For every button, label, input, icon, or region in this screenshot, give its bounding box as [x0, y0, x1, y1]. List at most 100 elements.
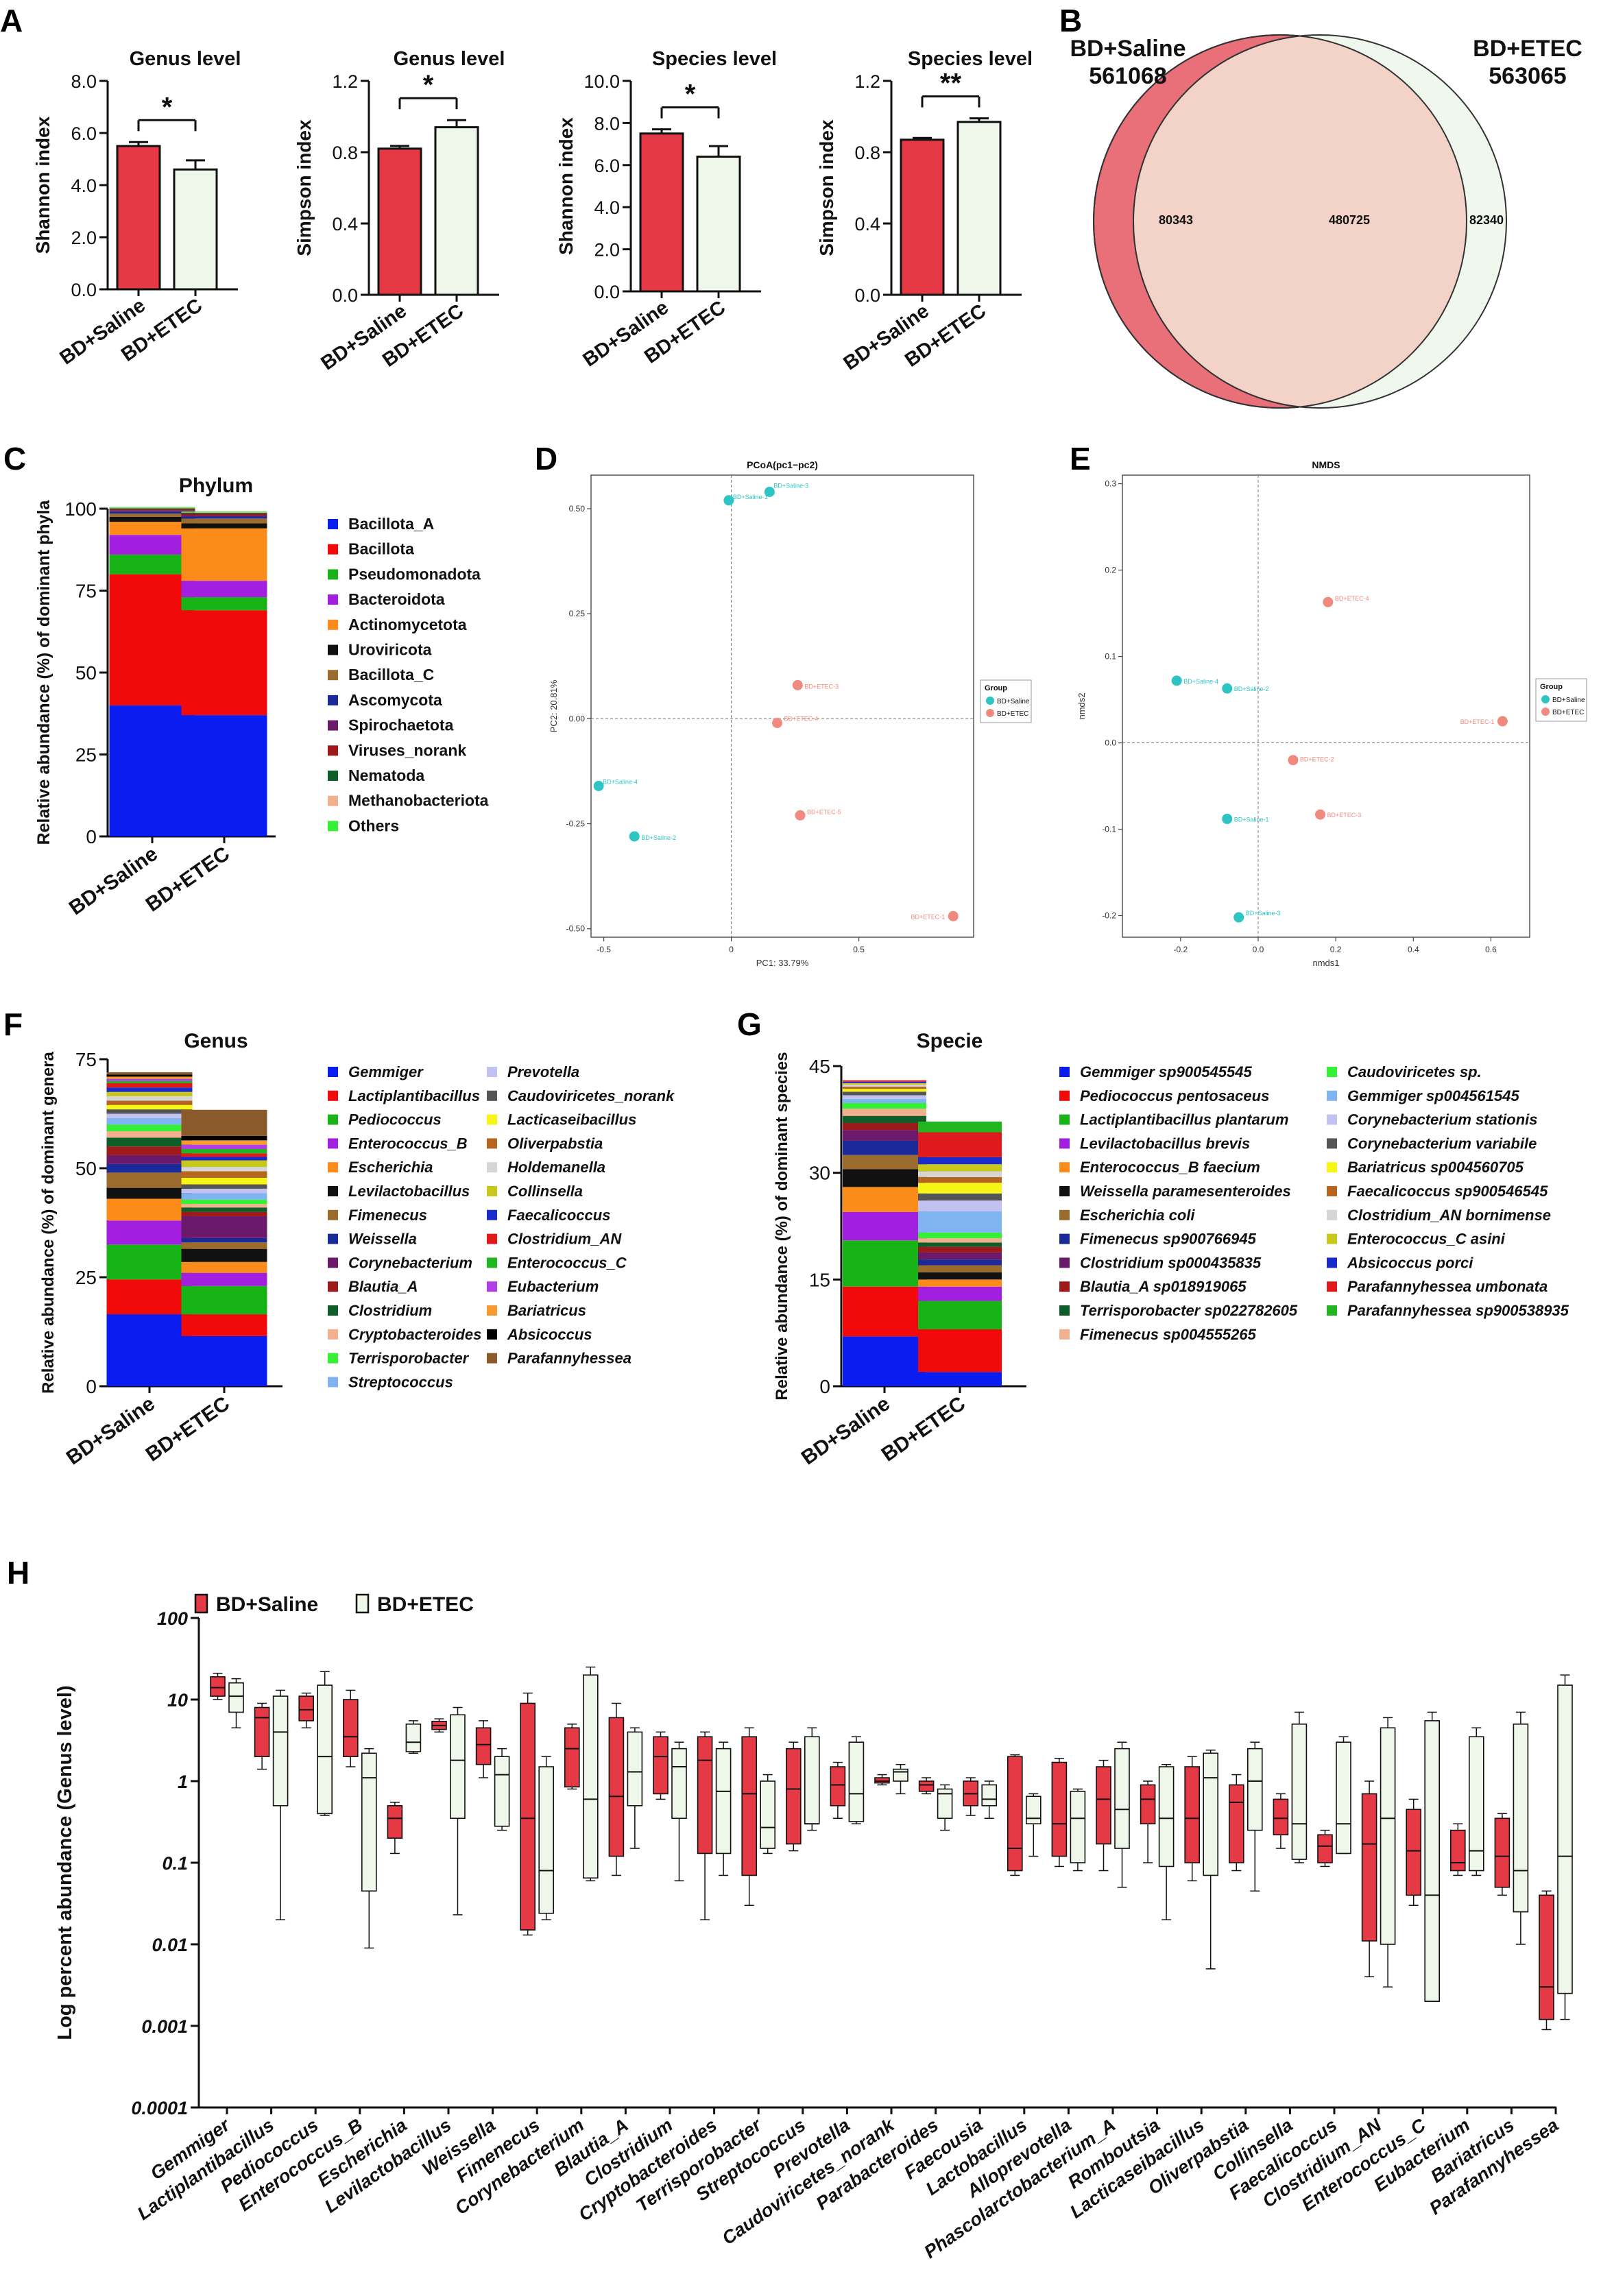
- x-tick-label: BD+ETEC: [142, 1392, 234, 1466]
- box-bd-saline-terrisporobacter: [741, 1736, 757, 1876]
- bar-bd-saline: [900, 138, 945, 296]
- box-bd-etec-alloprevotella: [1070, 1791, 1086, 1863]
- bar-segment-bariatricus-sp004560705: [843, 1089, 926, 1092]
- chart-title: Phylum: [179, 474, 253, 497]
- bar-segment-bariatricus: [106, 1076, 193, 1079]
- bar-segment-cryptobacteroides: [106, 1131, 193, 1138]
- bar-bd-etec: [956, 121, 1002, 296]
- legend-swatch-lactiplantibacillus: [328, 1090, 338, 1101]
- bar-segment-methanobacteriota: [181, 511, 267, 513]
- x-tick-label: -0.2: [1174, 945, 1188, 954]
- bar-segment-lactiplantibacillus-plantarum: [843, 1240, 926, 1287]
- bar-segment-levilactobacillus: [181, 1248, 267, 1262]
- y-axis-label: nmds2: [1076, 692, 1087, 719]
- box-bd-saline-collinsella: [1273, 1798, 1289, 1836]
- legend-swatch-terrisporobacter-sp022782605: [1059, 1305, 1070, 1316]
- legend-label-absicoccus-porci: Absicoccus porci: [1347, 1254, 1473, 1271]
- bar-segment-fimenecus-sp004555265: [918, 1238, 1002, 1243]
- bar-segment-clostridium-sp000435835: [843, 1130, 926, 1141]
- y-tick-label: 30: [809, 1163, 830, 1184]
- legend-swatch-escherichia-coli: [1059, 1209, 1070, 1220]
- bar-segment-collinsella: [106, 1091, 193, 1097]
- legend-swatch-lacticaseibacillus: [487, 1114, 497, 1125]
- panel-letter-c: C: [3, 441, 26, 476]
- box-bd-saline-weissella: [475, 1727, 492, 1765]
- legend-swatch-bd-etec: [355, 1593, 370, 1614]
- box-bd-etec-faecalicoccus: [1336, 1741, 1351, 1854]
- legend-label-clostridium: Clostridium: [348, 1302, 432, 1319]
- legend-label-collinsella: Collinsella: [507, 1183, 583, 1200]
- significance-marker: *: [162, 92, 173, 122]
- legend-label-lacticaseibacillus: Lacticaseibacillus: [507, 1111, 636, 1128]
- bar-segment-absicoccus-porci: [843, 1081, 926, 1083]
- box-bd-saline-gemmiger: [210, 1676, 226, 1697]
- significance-marker: *: [685, 80, 696, 110]
- bar-segment-pediococcus: [106, 1244, 193, 1280]
- box-bd-saline-eubacterium: [1450, 1829, 1466, 1872]
- scatter-point-bd-etec-4: [772, 718, 783, 729]
- bar-segment-pseudomonadota: [109, 554, 195, 575]
- plot-frame: [1122, 474, 1530, 938]
- legend-swatch-terrisporobacter: [328, 1353, 338, 1364]
- legend-swatch-levilactobacillus: [328, 1186, 338, 1196]
- y-tick-label: 0: [86, 1376, 97, 1397]
- bar-segment-ascomycota: [109, 511, 195, 514]
- legend-label-spirochaetota: Spirochaetota: [348, 716, 454, 734]
- y-tick-label: 50: [75, 1158, 97, 1179]
- legend-label-enterococcus-b: Enterococcus_B: [348, 1135, 468, 1152]
- bar-segment-corynebacterium-variabile: [843, 1091, 926, 1096]
- y-tick-label: 0.1: [162, 1853, 188, 1874]
- y-tick-label: -0.2: [1102, 911, 1116, 921]
- scatter-point-label: BD+ETEC-5: [807, 808, 841, 815]
- x-tick-label: BD+Saline: [62, 1392, 159, 1470]
- scatter-point-label: BD+ETEC-4: [784, 716, 819, 723]
- box-bd-etec-lacticaseibacillus: [1203, 1752, 1218, 1876]
- box-bd-saline-caudoviricetes-norank: [874, 1777, 890, 1784]
- bar-segment-terrisporobacter: [106, 1124, 193, 1131]
- bar-bd-etec: [173, 168, 218, 291]
- box-bd-etec-corynebacterium: [582, 1674, 599, 1879]
- panel-letter-d: D: [535, 441, 557, 476]
- bar-segment-weissella-paramesenteroides: [918, 1272, 1002, 1280]
- bar-segment-blautia-a: [181, 1211, 267, 1216]
- legend-swatch-faecalicoccus: [487, 1209, 497, 1220]
- legend-label-pediococcus-pentosaceus: Pediococcus pentosaceus: [1080, 1087, 1269, 1104]
- bar-segment-lactiplantibacillus-plantarum: [918, 1301, 1002, 1329]
- bar-segment-corynebacterium-variabile: [918, 1193, 1002, 1201]
- chart-title: Genus level: [394, 48, 505, 70]
- legend-swatch-pediococcus: [328, 1114, 338, 1125]
- venn-unique-saline: 80343: [1159, 213, 1193, 227]
- legend-swatch-blautia-a: [328, 1281, 338, 1292]
- box-bd-saline-enterococcus-c: [1406, 1809, 1421, 1896]
- bar-segment-spirochaetota: [109, 510, 195, 512]
- box-bd-saline-romboutsia: [1140, 1784, 1156, 1825]
- box-bd-saline-enterococcus-b: [342, 1699, 359, 1757]
- scatter-point-bd-saline-4: [1171, 675, 1182, 686]
- bar-segment-prevotella: [181, 1188, 267, 1194]
- y-tick-label: 10: [167, 1690, 188, 1711]
- scatter-point-bd-saline-1: [1222, 813, 1233, 824]
- y-tick-label: 4.0: [71, 176, 97, 196]
- chart-title: Species level: [908, 48, 1033, 70]
- y-tick-label: 4.0: [594, 197, 620, 218]
- legend-label-gemmiger-sp900545545: Gemmiger sp900545545: [1080, 1063, 1252, 1080]
- legend-label-fimenecus-sp900766945: Fimenecus sp900766945: [1080, 1231, 1257, 1248]
- box-bd-saline-lactobacillus: [1007, 1756, 1023, 1872]
- legend-swatch-clostridium-an: [487, 1233, 497, 1244]
- bar-segment-faecalicoccus: [181, 1157, 267, 1161]
- plot-frame: [590, 474, 974, 938]
- legend-swatch-bariatricus-sp004560705: [1327, 1162, 1337, 1173]
- legend-label-clostridium-an: Clostridium_AN: [507, 1231, 622, 1248]
- bar-segment-gemmiger: [181, 1336, 267, 1386]
- legend-label-corynebacterium-stationis: Corynebacterium stationis: [1347, 1111, 1538, 1128]
- bar-segment-clostridium-an-bornimense: [918, 1171, 1002, 1177]
- x-tick-label: 0.4: [1408, 945, 1419, 954]
- scatter-point-bd-etec-4: [1323, 596, 1334, 607]
- y-tick-label: 100: [157, 1608, 188, 1629]
- legend-label-cryptobacteroides: Cryptobacteroides: [348, 1326, 481, 1343]
- bar-segment-lacticaseibacillus: [181, 1177, 267, 1185]
- chart-title: PCoA(pc1−pc2): [747, 459, 818, 470]
- significance-marker: **: [940, 69, 962, 99]
